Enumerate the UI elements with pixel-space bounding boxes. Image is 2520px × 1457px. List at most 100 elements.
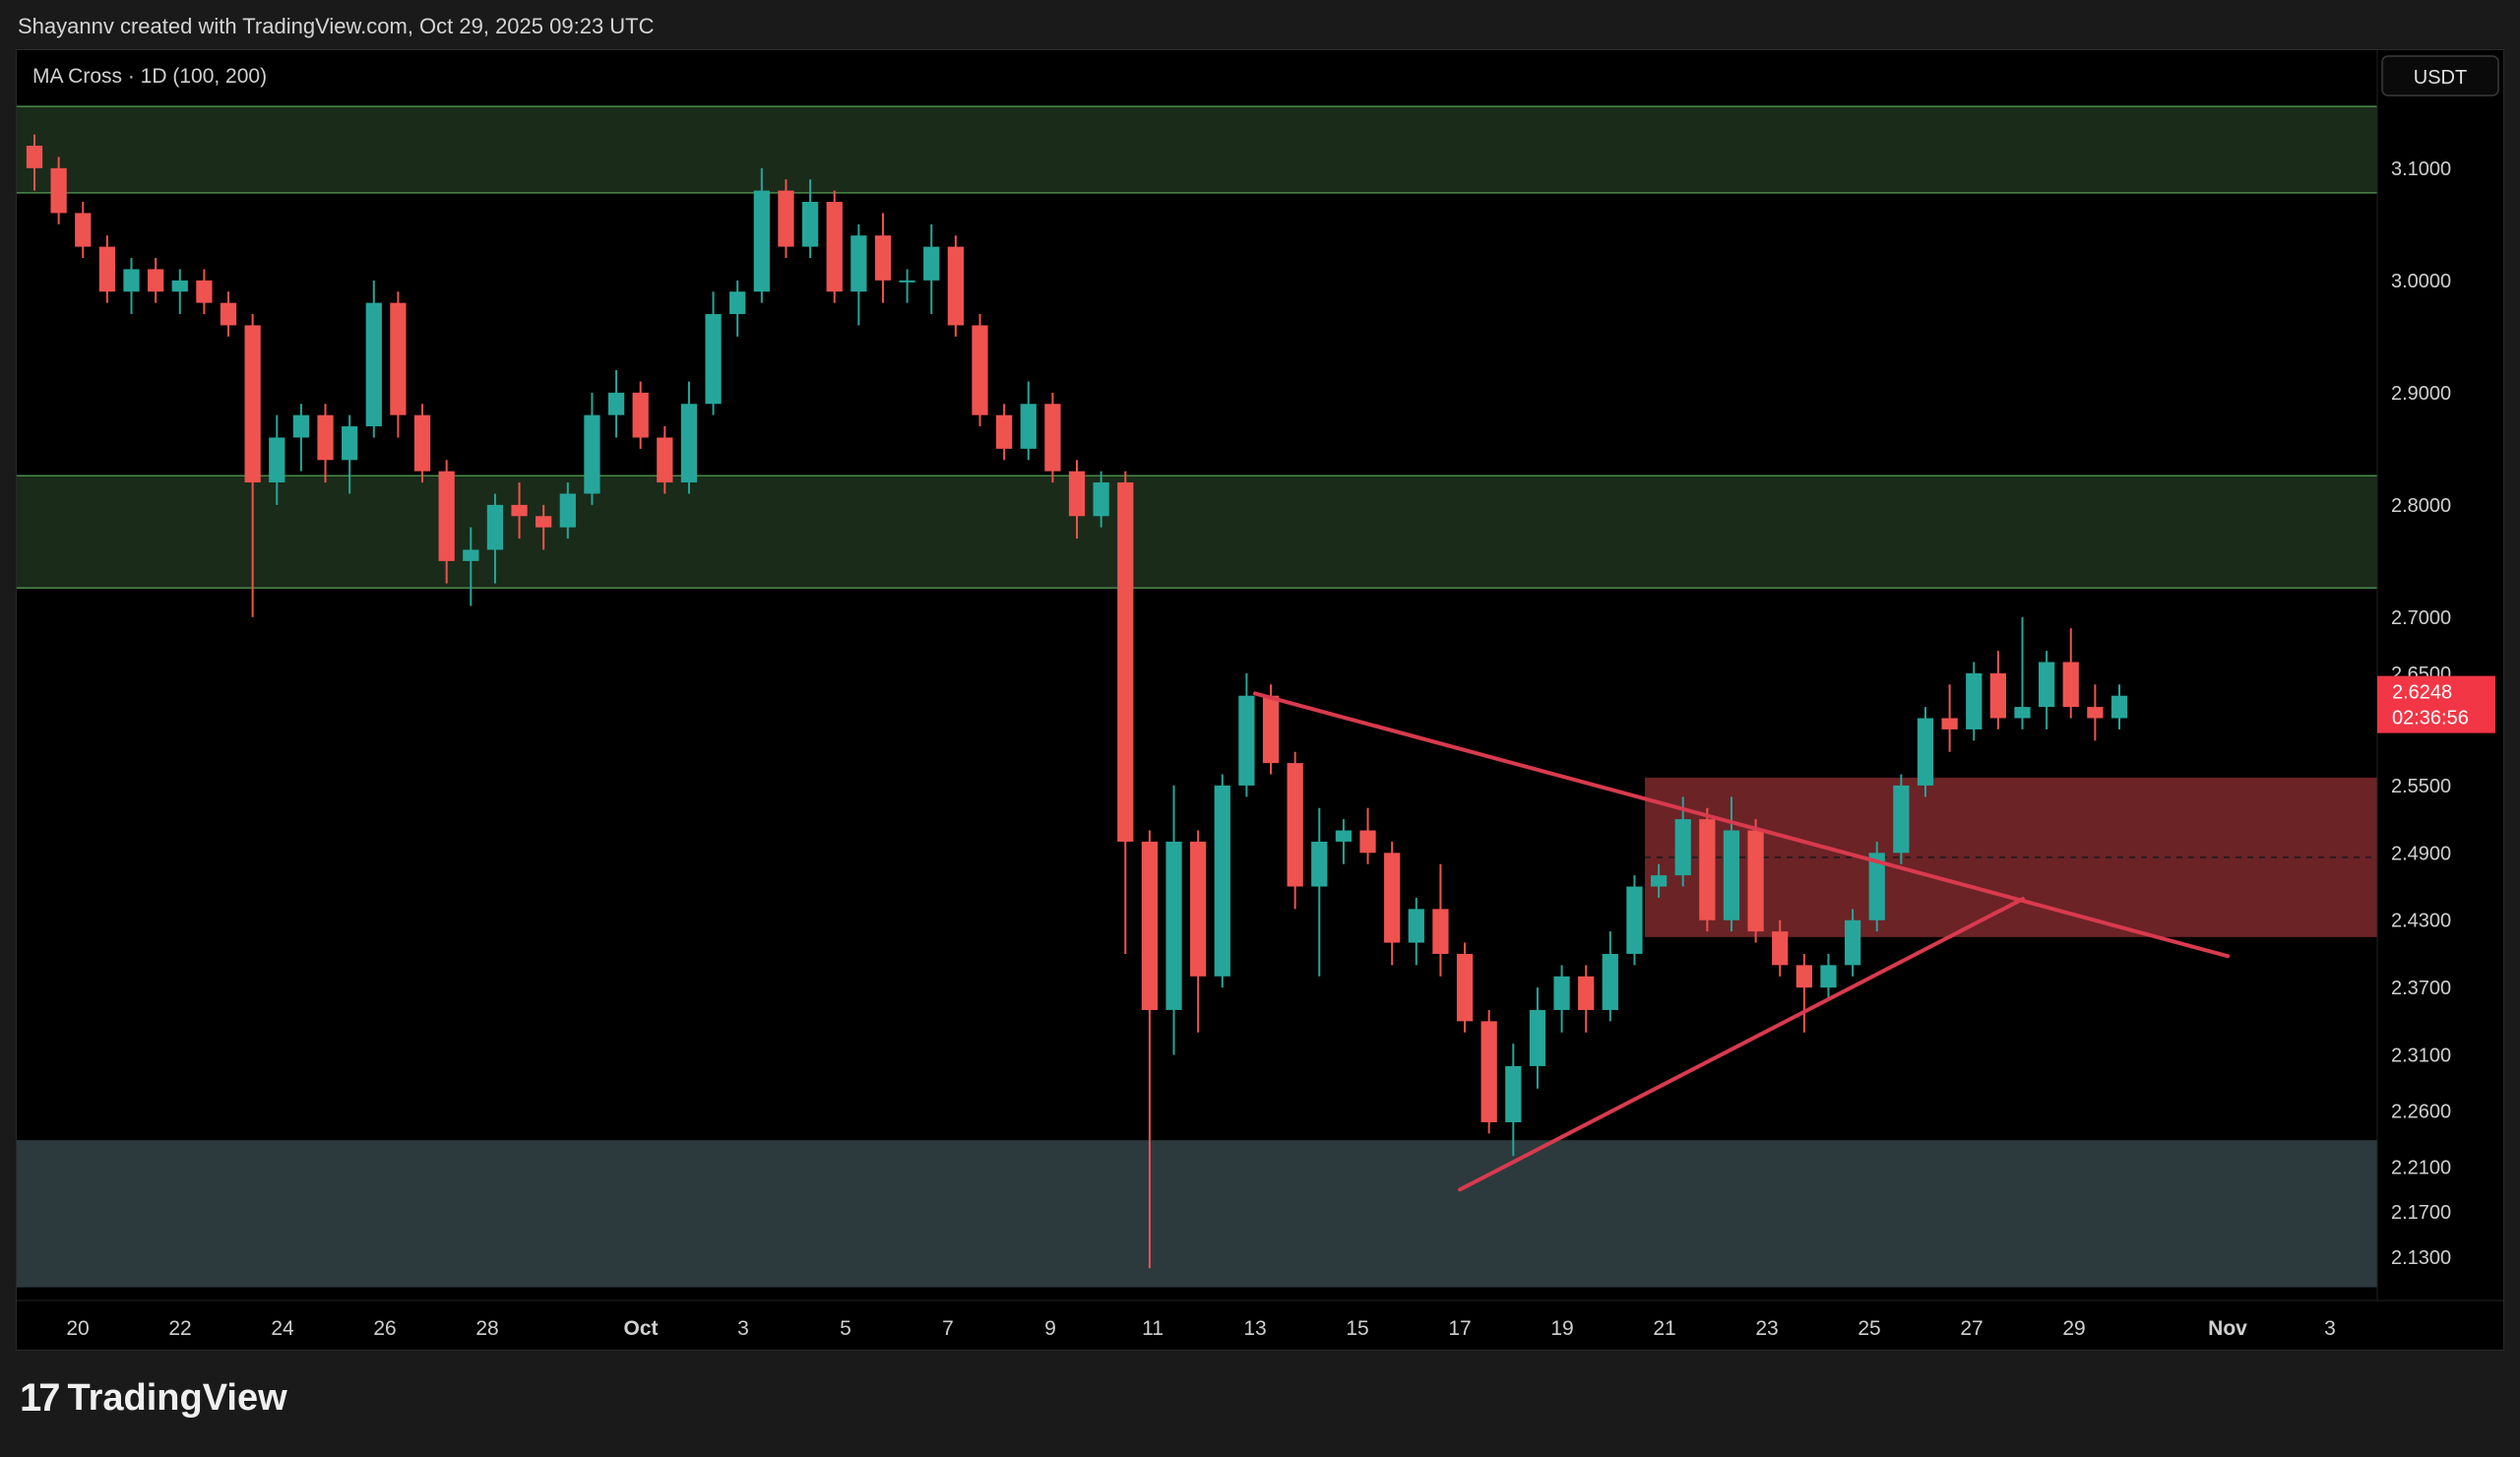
time-tick-label: 5 <box>840 1317 851 1340</box>
candle-body <box>220 302 237 326</box>
candle <box>1868 841 1885 932</box>
time-tick-label: 15 <box>1346 1317 1368 1340</box>
candle <box>26 134 43 191</box>
candle <box>2087 684 2104 741</box>
tradingview-logo-icon: 17 <box>20 1376 60 1420</box>
candle-body <box>292 414 310 438</box>
candle-body <box>390 302 407 415</box>
candle <box>899 269 915 303</box>
candle <box>536 504 552 550</box>
plot-background <box>17 50 2503 1350</box>
candle-body <box>657 437 673 483</box>
currency-badge-box[interactable] <box>2381 55 2499 96</box>
candle <box>923 223 940 315</box>
candle <box>438 460 455 584</box>
candle-body <box>850 235 867 292</box>
countdown-value: 02:36:56 <box>2392 708 2469 729</box>
time-tick-label: 27 <box>1960 1317 1983 1340</box>
price-tick-label: 2.2600 <box>2391 1102 2451 1123</box>
candle-body <box>365 302 382 427</box>
candle <box>317 404 334 483</box>
price-tick-label: 2.8000 <box>2391 495 2451 517</box>
candle <box>1044 392 1061 483</box>
last-price-badge: 2.6248 02:36:56 <box>2377 675 2495 733</box>
candle-body <box>26 146 43 168</box>
candle <box>607 370 625 438</box>
time-tick-label: 17 <box>1448 1317 1471 1340</box>
candle <box>1966 662 1983 741</box>
price-tick-label: 2.9000 <box>2391 383 2451 405</box>
ascending-trendline <box>1458 897 2025 1192</box>
price-tick-label: 2.3700 <box>2391 978 2451 999</box>
chart-svg[interactable]: 3.10003.00002.90002.80002.70002.65002.55… <box>17 50 2503 1350</box>
candle <box>1747 819 1764 943</box>
candle <box>413 404 431 483</box>
candle <box>1796 953 1812 1033</box>
candle-body <box>342 426 358 461</box>
currency-label: USDT <box>2414 67 2467 89</box>
candle-body <box>1456 953 1474 1022</box>
candle-body <box>1966 672 1983 729</box>
candle <box>995 404 1013 461</box>
time-tick-label: 3 <box>737 1317 749 1340</box>
time-tick-label: 21 <box>1653 1317 1675 1340</box>
descending-trendline <box>1253 691 2230 959</box>
candle <box>1456 942 1474 1033</box>
candle-body <box>874 235 892 281</box>
currency-badge[interactable]: USDT <box>2381 55 2499 96</box>
candle <box>1626 875 1643 966</box>
candle-body <box>1044 404 1061 472</box>
candle <box>874 213 892 303</box>
candle-body <box>729 291 746 315</box>
candle-body <box>1699 819 1716 920</box>
candle-body <box>1529 1009 1546 1066</box>
price-tick-label: 2.2100 <box>2391 1158 2451 1179</box>
candle <box>390 291 407 438</box>
candle <box>269 414 285 505</box>
candle-body <box>1772 931 1789 966</box>
candle-body <box>1626 886 1643 954</box>
candle-body <box>1311 841 1328 887</box>
middle-supply-zone <box>17 475 2377 589</box>
candle-body <box>269 437 285 483</box>
time-tick-label: 19 <box>1550 1317 1573 1340</box>
indicator-label[interactable]: MA Cross · 1D (100, 200) <box>32 65 267 88</box>
price-tick-label: 2.1700 <box>2391 1202 2451 1224</box>
price-axis[interactable] <box>2377 50 2503 1300</box>
candle-body <box>1505 1065 1522 1122</box>
candle <box>2062 628 2079 719</box>
candle <box>75 202 92 259</box>
candle-body <box>413 414 431 472</box>
candle <box>559 482 576 539</box>
candle-body <box>244 325 261 483</box>
candle <box>584 392 600 505</box>
candle <box>98 235 116 303</box>
price-tick-label: 2.1300 <box>2391 1247 2451 1269</box>
candle-body <box>1432 909 1449 954</box>
candle-body <box>947 246 964 326</box>
upper-supply-zone <box>17 106 2377 193</box>
candle <box>1553 965 1570 1033</box>
candle <box>1287 751 1303 910</box>
candle-body <box>1335 830 1353 842</box>
time-axis[interactable] <box>17 1300 2503 1350</box>
tradingview-logo[interactable]: 17 TradingView <box>20 1376 287 1421</box>
candle-body <box>2062 662 2079 708</box>
time-tick-label: 9 <box>1044 1317 1056 1340</box>
candle-body <box>923 246 940 281</box>
candle <box>171 269 188 315</box>
chart-frame[interactable]: 3.1000 3.0000 2.9000 2.8000 2.7000 2.6500 2.55… <box>16 49 2504 1351</box>
candle-body <box>801 202 819 247</box>
candle-body <box>196 280 213 303</box>
candle-body <box>1020 404 1037 449</box>
candle-body <box>1359 830 1376 854</box>
candle-body <box>584 414 600 494</box>
candle-body <box>1578 976 1595 1010</box>
time-tick-label: 7 <box>942 1317 954 1340</box>
candle-body <box>486 504 504 550</box>
candle <box>2014 616 2031 729</box>
candle-body <box>1287 763 1303 887</box>
candle <box>50 157 67 224</box>
candle-body <box>1723 830 1740 920</box>
candle <box>463 527 479 606</box>
